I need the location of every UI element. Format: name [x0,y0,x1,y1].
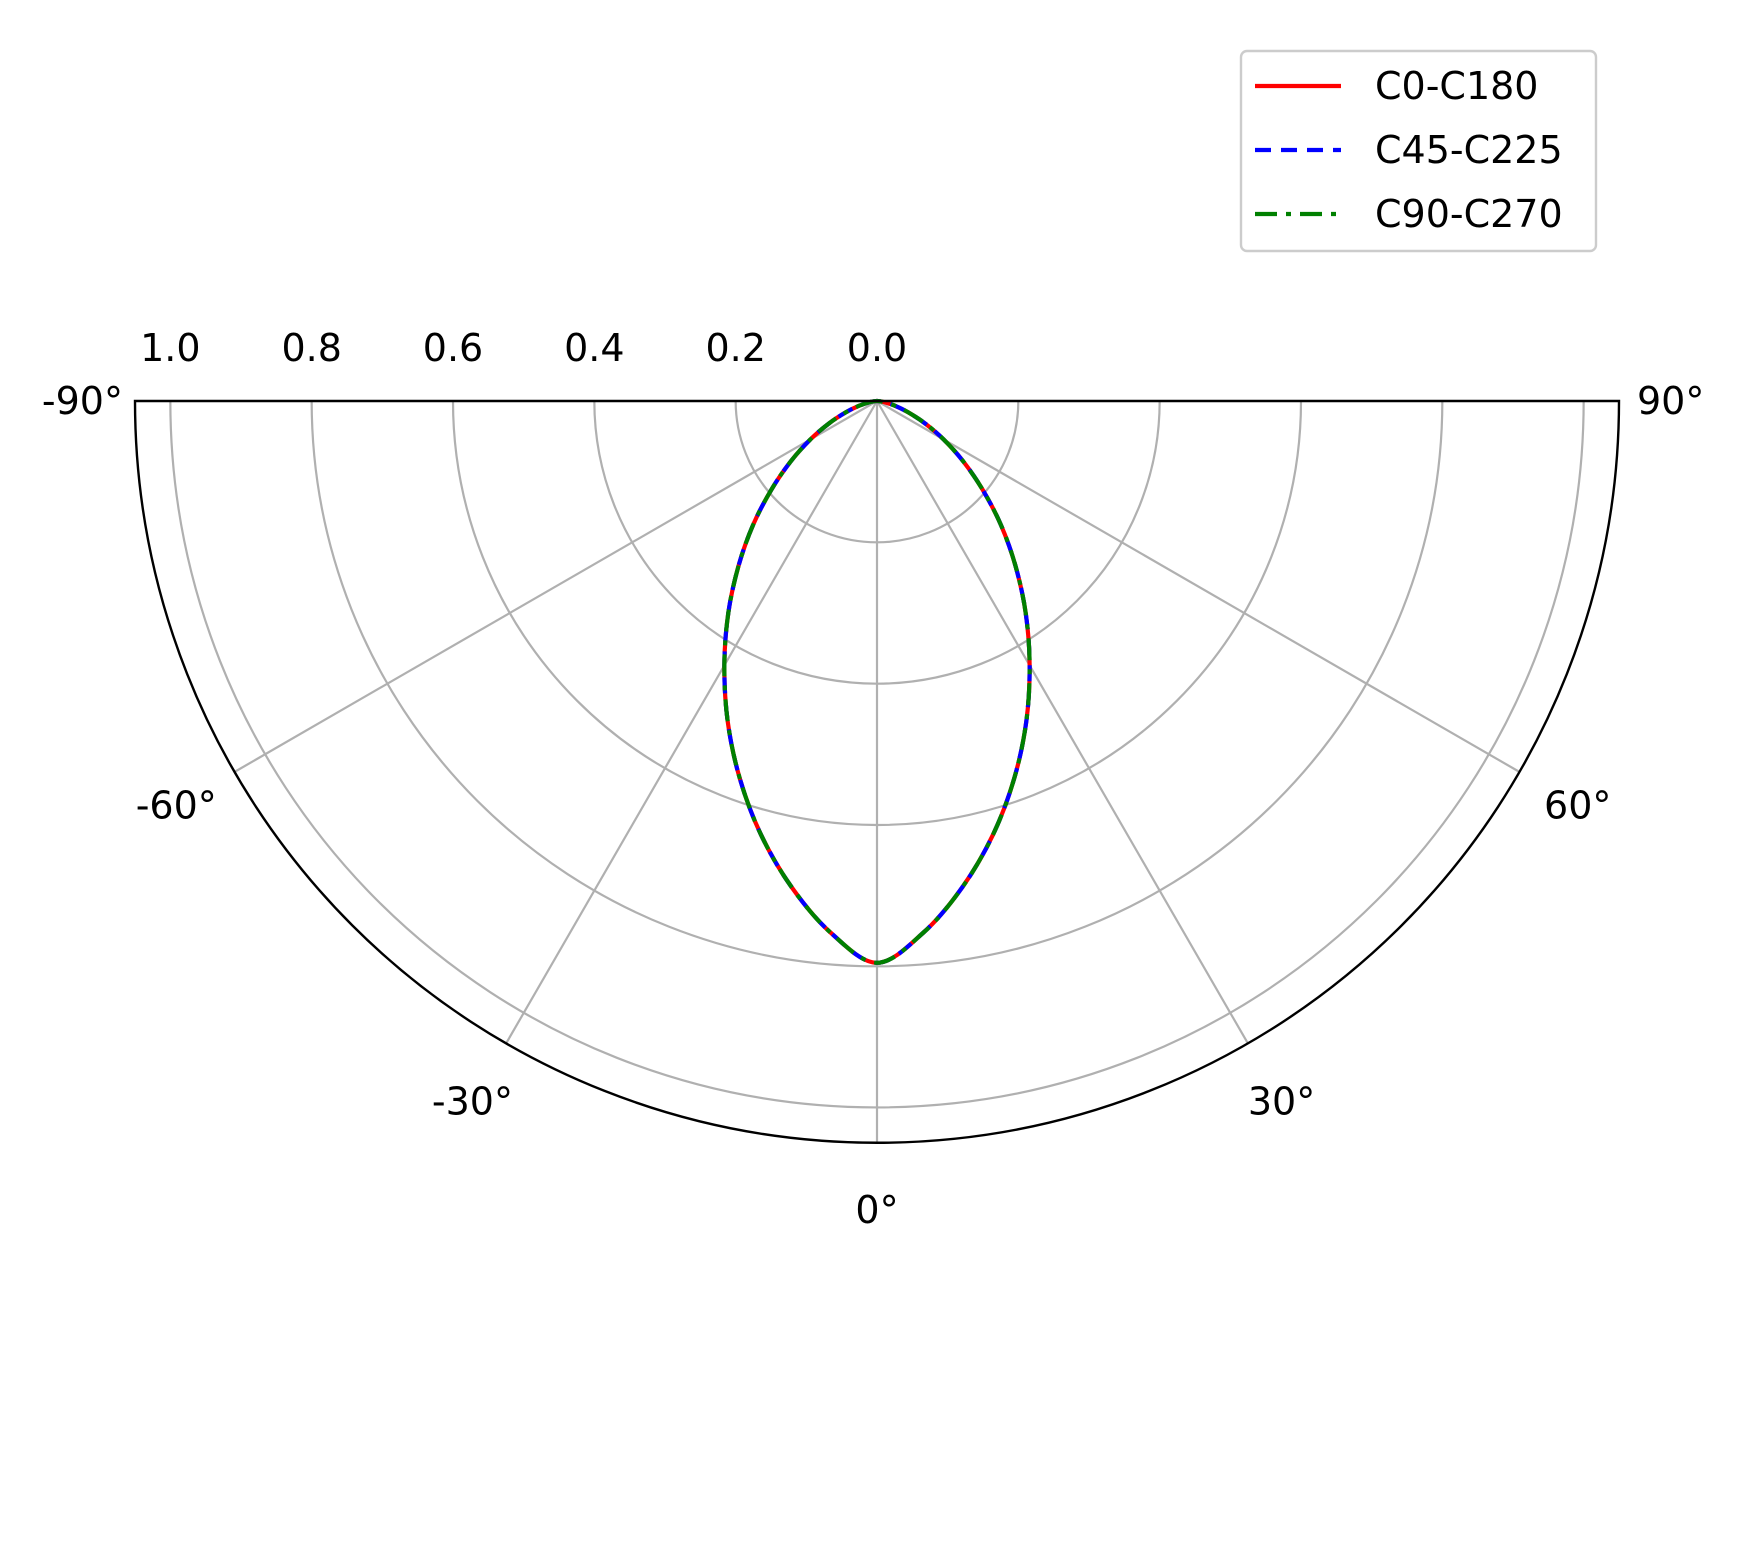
angular-gridline [233,400,878,773]
polar-frame [133,399,1621,1145]
series-layer [722,398,1032,965]
r-tick-label: 0.4 [564,326,624,370]
theta-tick-label: 60° [1544,784,1611,828]
r-tick-label: 0.0 [847,326,907,370]
theta-tick-label: 30° [1248,1080,1315,1124]
r-tick-label: 0.8 [281,326,341,370]
frame-layer [133,399,1621,1145]
grid-layer [169,400,1585,1143]
theta-tick-label: -60° [136,784,217,828]
legend-label: C90-C270 [1375,192,1563,236]
series-line-c90-c270 [722,398,1032,965]
r-tick-label: 1.0 [140,326,200,370]
theta-tick-label: 0° [855,1188,898,1232]
label-layer: 0.0 0.2 0.4 0.6 0.8 1.0 -90° -60° -30° 0° 30° 60° 90… [42,326,1704,1232]
angular-gridline [505,400,878,1045]
angular-gridline [876,400,1249,1045]
theta-tick-label: -90° [42,379,123,423]
legend: C0-C180 C45-C225 C90-C270 [1239,49,1598,253]
angular-gridline [876,400,1521,773]
legend-label: C0-C180 [1375,64,1539,108]
theta-tick-label: -30° [432,1080,513,1124]
r-tick-label: 0.6 [423,326,483,370]
legend-label: C45-C225 [1375,128,1563,172]
r-tick-label: 0.2 [705,326,765,370]
theta-tick-label: 90° [1637,379,1704,423]
legend-box [1239,49,1598,253]
